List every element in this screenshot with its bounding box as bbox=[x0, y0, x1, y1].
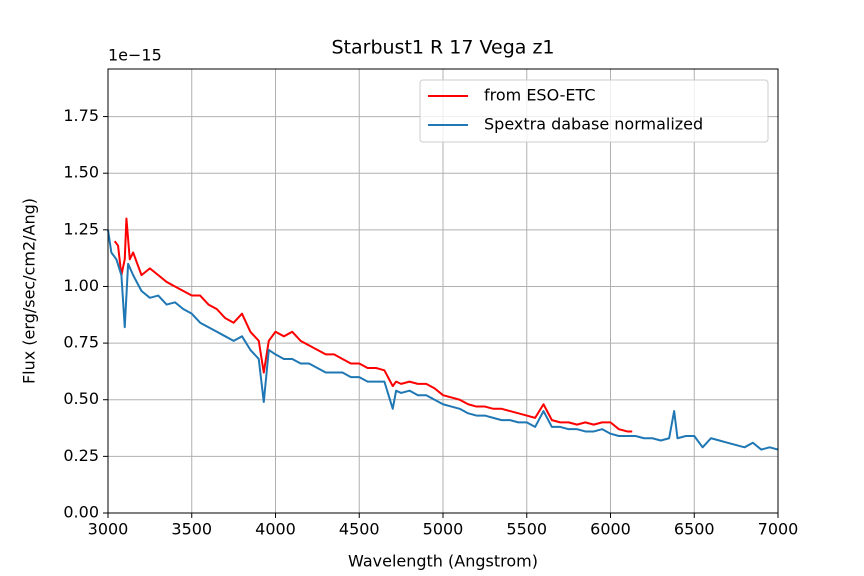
legend-label: from ESO-ETC bbox=[484, 86, 596, 105]
x-axis-label: Wavelength (Angstrom) bbox=[348, 552, 538, 571]
legend-box bbox=[419, 79, 769, 143]
y-tick-label: 0.00 bbox=[63, 503, 99, 522]
x-tick-label: 4500 bbox=[339, 520, 380, 539]
y-tick-label: 0.50 bbox=[63, 389, 99, 408]
x-tick-label: 3000 bbox=[88, 520, 129, 539]
x-tick-label: 3500 bbox=[171, 520, 212, 539]
y-offset-text: 1e−15 bbox=[108, 46, 162, 65]
legend: from ESO-ETC Spextra dabase normalized bbox=[419, 79, 769, 143]
plot-frame bbox=[107, 68, 779, 514]
x-tick-label: 6000 bbox=[590, 520, 631, 539]
x-tick-label: 5000 bbox=[423, 520, 464, 539]
y-tick-label: 0.25 bbox=[63, 446, 99, 465]
legend-label: Spextra dabase normalized bbox=[484, 115, 703, 134]
y-tick-label: 1.75 bbox=[63, 106, 99, 125]
data-line bbox=[113, 217, 633, 433]
x-tick-label: 4000 bbox=[255, 520, 296, 539]
y-tick-label: 1.00 bbox=[63, 276, 99, 295]
x-tick-label: 7000 bbox=[758, 520, 799, 539]
y-tick-label: 1.50 bbox=[63, 163, 99, 182]
y-axis-label: Flux (erg/sec/cm2/Ang) bbox=[20, 198, 39, 384]
chart-title: Starbust1 R 17 Vega z1 bbox=[331, 37, 554, 59]
x-tick-label: 5500 bbox=[506, 520, 547, 539]
y-tick-label: 0.75 bbox=[63, 333, 99, 352]
y-tick-label: 1.25 bbox=[63, 219, 99, 238]
data-line bbox=[107, 229, 779, 451]
x-tick-label: 6500 bbox=[674, 520, 715, 539]
